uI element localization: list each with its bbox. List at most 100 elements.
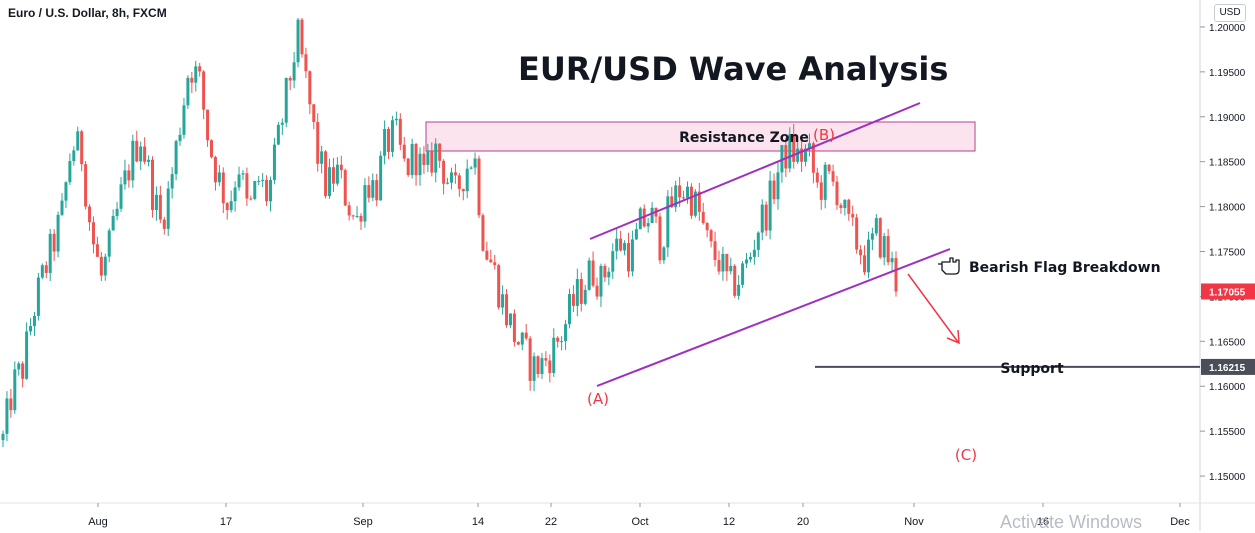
candle-body (666, 196, 670, 248)
candle-body (634, 229, 638, 240)
x-tick-label: 16 (1037, 516, 1049, 528)
candle-body (40, 265, 44, 278)
candle-body (249, 198, 253, 200)
candle-body (772, 180, 776, 200)
candle-body (347, 205, 351, 216)
candle-body (150, 159, 154, 210)
candle-body (607, 271, 611, 278)
candle-body (84, 164, 88, 207)
candle-body (379, 155, 383, 201)
candle-body (36, 277, 40, 316)
candle-body (544, 358, 548, 361)
wave-a-label: (A) (587, 390, 609, 408)
candle-body (477, 158, 481, 216)
candle-body (383, 128, 387, 156)
y-tick-label: 1.18500 (1209, 158, 1246, 169)
candle-body (111, 216, 115, 231)
candle-body (414, 143, 418, 176)
y-tick-label: 1.16500 (1209, 337, 1246, 348)
breakdown-arrowhead (946, 329, 960, 345)
candle-body (800, 148, 804, 162)
candle-body (162, 219, 166, 229)
candle-body (320, 151, 324, 164)
candle-body (556, 337, 560, 342)
candle-body (674, 185, 678, 208)
candle-body (760, 204, 764, 233)
candle-body (564, 324, 568, 342)
candle-body (745, 259, 749, 264)
candle-body (457, 175, 461, 189)
x-tick-label: Oct (631, 516, 648, 528)
candle-body (398, 118, 402, 145)
candle-body (284, 77, 288, 123)
candle-body (823, 164, 827, 200)
candle-body (253, 181, 257, 199)
candle-body (764, 204, 768, 231)
candle-body (516, 341, 520, 345)
candle-body (528, 338, 532, 381)
candle-body (394, 118, 398, 121)
candle-body (626, 243, 630, 272)
candle-body (682, 197, 686, 199)
candle-body (560, 341, 564, 343)
candle-body (473, 158, 477, 168)
candle-body (13, 369, 17, 411)
candle-body (804, 148, 808, 162)
candle-body (686, 186, 690, 198)
candle-body (788, 134, 792, 169)
y-tick-label: 1.16000 (1209, 382, 1246, 393)
candle-body (52, 233, 56, 252)
candle-body (776, 172, 780, 200)
candle-body (198, 66, 202, 72)
candle-body (670, 196, 674, 208)
candle-body (202, 71, 206, 110)
candle-body (843, 199, 847, 209)
x-tick-label: 17 (220, 516, 232, 528)
candle-body (532, 356, 536, 381)
price-label-box (1201, 358, 1255, 375)
candle-body (166, 188, 170, 229)
candle-body (135, 140, 139, 162)
candle-body (894, 258, 898, 292)
candle-body (859, 249, 863, 256)
x-tick-label: 20 (797, 516, 809, 528)
candle-body (119, 184, 123, 209)
candle-body (717, 259, 721, 272)
y-tick-label: 1.15500 (1209, 427, 1246, 438)
candle-body (213, 157, 217, 183)
candle-body (32, 315, 36, 327)
candle-body (453, 172, 457, 176)
candle-body (80, 131, 84, 165)
candle-body (434, 143, 438, 173)
candle-body (426, 150, 430, 165)
channel-upper-line (589, 102, 921, 240)
candle-body (237, 174, 241, 188)
candle-body (1, 433, 5, 441)
pointing-hand-icon (938, 257, 960, 275)
candle-body (571, 294, 575, 306)
candle-body (300, 19, 304, 55)
candle-body (619, 238, 623, 251)
x-tick-label: 12 (723, 516, 735, 528)
candle-body (229, 201, 233, 211)
candle-body (68, 161, 72, 183)
candle-body (752, 249, 756, 257)
candle-body (272, 144, 276, 180)
candle-body (245, 173, 249, 199)
candle-body (713, 241, 717, 260)
candle-body (768, 180, 772, 231)
resistance-zone-label: Resistance Zone (679, 130, 809, 146)
candle-body (25, 331, 29, 379)
candle-body (465, 168, 469, 192)
candle-body (316, 122, 320, 164)
candle-body (870, 233, 874, 240)
candle-body (878, 218, 882, 258)
candle-body (209, 140, 213, 158)
currency-selector[interactable]: USD (1214, 4, 1246, 22)
candle-body (60, 200, 64, 215)
candle-body (485, 250, 489, 260)
candle-body (524, 332, 528, 339)
candle-body (615, 238, 619, 252)
candle-body (748, 256, 752, 260)
